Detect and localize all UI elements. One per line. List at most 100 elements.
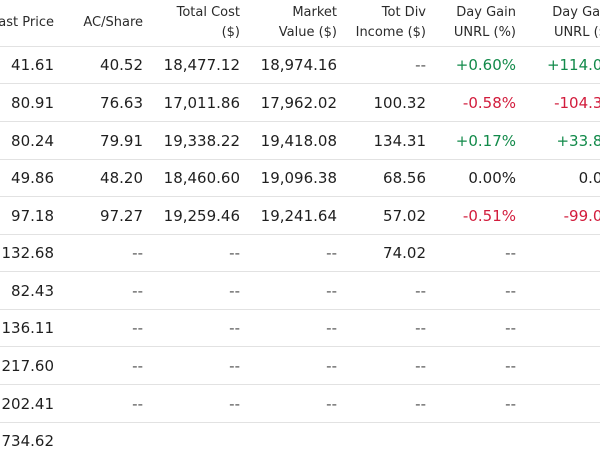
cell-ac-share: -- [132,394,143,413]
cell-day-gain-pct: -- [505,244,516,262]
column-header-label: AC/Share [83,15,143,30]
cell-total-cost: -- [229,244,240,262]
cell-ac-share: 97.27 [100,206,143,225]
cell-day-gain-pct: +0.60% [455,56,516,74]
cell-total-cost: -- [229,356,240,375]
column-header-label: Last Price [0,15,54,30]
cell-tot-div-income: 100.32 [373,93,427,112]
table-row[interactable]: 136.11------------ [0,310,600,347]
column-header-sublabel: UNRL ($) [553,25,600,40]
cell-day-gain-pct: -0.51% [462,206,516,225]
cell-market-value: -- [326,281,337,300]
cell-last-price: 136.11 [1,319,55,337]
cell-last-price: 734.62 [1,431,55,450]
column-header-ac-share[interactable]: AC/Share [58,0,143,46]
cell-ac-share [58,423,143,458]
table-row[interactable]: 41.61 40.52 18,477.12 18,974.16 -- +0.60% +114… [0,47,600,84]
cell-day-gain-pct: 0.00% [468,169,516,187]
cell-tot-div-income: -- [415,281,426,300]
cell-market-value: -- [326,244,337,262]
cell-market-value: -- [326,394,337,413]
cell-total-cost: -- [229,319,240,337]
cell-last-price: 217.60 [1,356,55,375]
cell-last-price: 97.18 [11,206,54,225]
cell-ac-share: -- [132,244,143,262]
cell-total-cost: 18,460.60 [163,169,240,187]
column-header-day-gain-usd[interactable]: Day Gain UNRL ($) [517,0,600,46]
table-row[interactable]: 80.24 79.91 19,338.22 19,418.08 134.31 +0.17%… [0,122,600,160]
cell-last-price: 41.61 [11,56,54,74]
column-header-sublabel: Value ($) [278,25,337,40]
cell-day-gain-usd: -- [517,347,600,384]
cell-day-gain-usd: -- [517,385,600,422]
cell-total-cost [145,423,240,458]
cell-day-gain-usd: +114.00 [546,56,600,74]
column-header-label: Market [292,5,337,20]
table-row[interactable]: 97.18 97.27 19,259.46 19,241.64 57.02 -0.51% -… [0,197,600,235]
cell-tot-div-income: -- [415,394,426,413]
table-row[interactable]: 132.68------74.02---- [0,235,600,272]
table-row[interactable]: 49.86 48.20 18,460.60 19,096.38 68.56 0.00% 0.… [0,160,600,197]
column-header-last-price[interactable]: Last Price [0,0,54,46]
cell-tot-div-income: 74.02 [383,244,426,262]
cell-total-cost: -- [229,394,240,413]
cell-day-gain-pct: -- [505,281,516,300]
cell-day-gain-usd: +33.88 [556,131,600,150]
cell-day-gain-usd: -- [517,235,600,271]
cell-tot-div-income: 68.56 [383,169,426,187]
column-header-sublabel: ($) [221,25,240,40]
cell-day-gain-usd: -- [517,272,600,309]
cell-ac-share: -- [132,281,143,300]
column-header-total-cost[interactable]: Total Cost ($) [145,0,240,46]
table-row[interactable]: 217.60------------ [0,347,600,385]
cell-day-gain-usd: -- [517,310,600,346]
cell-tot-div-income: 134.31 [373,131,427,150]
cell-ac-share: -- [132,356,143,375]
cell-day-gain-pct: -- [505,319,516,337]
cell-market-value: 19,418.08 [260,131,337,150]
column-header-tot-div-income[interactable]: Tot Div Income ($) [341,0,426,46]
cell-ac-share: -- [132,319,143,337]
column-header-day-gain-pct[interactable]: Day Gain UNRL (%) [431,0,516,46]
cell-total-cost: 17,011.86 [163,93,240,112]
cell-last-price: 49.86 [11,169,54,187]
cell-tot-div-income: -- [415,56,426,74]
table-row[interactable]: 82.43------------ [0,272,600,310]
cell-total-cost: -- [229,281,240,300]
column-header-market-value[interactable]: Market Value ($) [242,0,337,46]
cell-market-value: -- [326,319,337,337]
table-header: Last Price AC/Share Total Cost ($) Market Val… [0,0,600,47]
cell-market-value: 19,096.38 [260,169,337,187]
table-row[interactable]: 734.62 [0,423,600,458]
cell-last-price: 80.91 [11,93,54,112]
table-row[interactable]: 80.91 76.63 17,011.86 17,962.02 100.32 -0.58%… [0,84,600,122]
cell-market-value [242,423,337,458]
column-header-sublabel: Income ($) [355,25,426,40]
cell-ac-share: 79.91 [100,131,143,150]
cell-last-price: 202.41 [1,394,55,413]
cell-day-gain-pct [431,423,516,458]
column-header-sublabel: UNRL (%) [453,25,516,40]
column-header-label: Day Gain [456,5,516,20]
cell-day-gain-usd: -99.00 [563,206,600,225]
cell-tot-div-income: -- [415,356,426,375]
cell-day-gain-pct: -- [505,394,516,413]
cell-day-gain-usd: 0.00 [578,169,600,187]
table-row[interactable]: 202.41------------ [0,385,600,423]
cell-tot-div-income: 57.02 [383,206,426,225]
cell-market-value: 19,241.64 [260,206,337,225]
cell-ac-share: 40.52 [100,56,143,74]
cell-day-gain-usd: -104.34 [554,93,600,112]
cell-market-value: 18,974.16 [260,56,337,74]
cell-last-price: 80.24 [11,131,54,150]
cell-total-cost: 19,259.46 [163,206,240,225]
cell-ac-share: 48.20 [100,169,143,187]
cell-day-gain-pct: +0.17% [455,131,516,150]
cell-total-cost: 18,477.12 [163,56,240,74]
cell-last-price: 132.68 [1,244,55,262]
cell-day-gain-usd [517,423,600,458]
column-header-label: Tot Div [381,5,426,20]
cell-day-gain-pct: -- [505,356,516,375]
cell-total-cost: 19,338.22 [163,131,240,150]
